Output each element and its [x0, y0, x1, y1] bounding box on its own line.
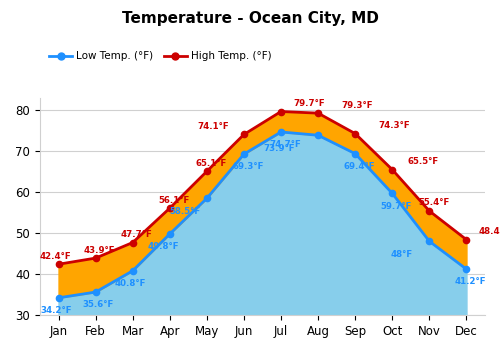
Legend: Low Temp. (°F), High Temp. (°F): Low Temp. (°F), High Temp. (°F)	[45, 47, 276, 65]
Text: 73.9°F: 73.9°F	[264, 144, 295, 153]
Text: 42.4°F: 42.4°F	[40, 252, 72, 261]
Text: 65.5°F: 65.5°F	[408, 157, 438, 166]
Text: 65.1°F: 65.1°F	[196, 159, 226, 168]
Text: 79.3°F: 79.3°F	[342, 100, 373, 110]
Text: 48.4°F: 48.4°F	[478, 227, 500, 236]
Text: 47.7°F: 47.7°F	[121, 230, 152, 239]
Text: Temperature - Ocean City, MD: Temperature - Ocean City, MD	[122, 10, 378, 26]
Text: 43.9°F: 43.9°F	[84, 246, 116, 254]
Text: 56.1°F: 56.1°F	[158, 196, 190, 205]
Text: 35.6°F: 35.6°F	[83, 300, 114, 309]
Text: 48°F: 48°F	[390, 250, 412, 259]
Text: 69.4°F: 69.4°F	[344, 162, 375, 171]
Text: 59.7°F: 59.7°F	[381, 202, 412, 211]
Text: 34.2°F: 34.2°F	[40, 306, 72, 315]
Text: 79.7°F: 79.7°F	[293, 99, 324, 108]
Text: 49.8°F: 49.8°F	[147, 242, 178, 251]
Text: 40.8°F: 40.8°F	[114, 279, 146, 288]
Text: 74.3°F: 74.3°F	[378, 121, 410, 130]
Text: 58.5°F: 58.5°F	[169, 206, 200, 216]
Text: 41.2°F: 41.2°F	[455, 278, 486, 286]
Text: 74.1°F: 74.1°F	[198, 122, 229, 131]
Text: 74.7°F: 74.7°F	[270, 140, 301, 149]
Text: 55.4°F: 55.4°F	[418, 198, 449, 208]
Text: 69.3°F: 69.3°F	[232, 162, 264, 172]
